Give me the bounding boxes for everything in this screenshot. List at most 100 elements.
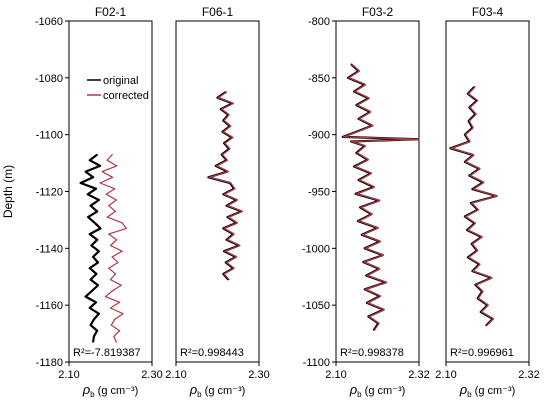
- y-tick-label: -1120: [36, 187, 63, 199]
- plot-frame: [445, 20, 530, 363]
- data-point-original: [223, 142, 225, 144]
- y-tick-label: -1060: [35, 16, 63, 28]
- data-point-original: [220, 108, 222, 110]
- data-point-corrected: [342, 136, 345, 138]
- data-point-original: [96, 154, 98, 156]
- data-point-original: [96, 330, 98, 332]
- data-point-corrected: [468, 256, 470, 258]
- data-point-corrected: [112, 176, 114, 178]
- data-point-corrected: [479, 263, 481, 265]
- y-tick-label: -1080: [35, 73, 63, 85]
- data-point-corrected: [119, 301, 121, 303]
- data-point-original: [223, 250, 225, 252]
- data-point-original: [99, 227, 102, 229]
- data-point-corrected: [119, 330, 121, 332]
- data-point-corrected: [367, 159, 369, 161]
- data-point-corrected: [469, 175, 471, 177]
- data-point-corrected: [465, 161, 467, 163]
- data-point-corrected: [469, 106, 471, 108]
- data-point-corrected: [106, 216, 108, 218]
- data-point-corrected: [224, 142, 226, 144]
- data-point-corrected: [99, 182, 101, 184]
- data-point-corrected: [223, 227, 225, 229]
- data-point-corrected: [471, 243, 473, 245]
- data-point-original: [90, 279, 92, 281]
- data-point-corrected: [110, 324, 112, 326]
- data-point-corrected: [363, 261, 365, 263]
- data-point-corrected: [477, 297, 479, 299]
- data-point-corrected: [114, 188, 116, 190]
- data-point-corrected: [222, 131, 224, 133]
- data-point-corrected: [233, 233, 235, 235]
- y-tick-label: -1050: [302, 300, 330, 312]
- data-point-corrected: [475, 113, 477, 115]
- r2-label: R²=0.998443: [180, 347, 244, 359]
- data-point-corrected: [366, 275, 368, 277]
- data-point-corrected: [361, 234, 363, 236]
- data-point-corrected: [471, 202, 473, 204]
- data-point-corrected: [109, 244, 112, 247]
- panel-3: F03-2 -800 -850 -900 -950 -1000 -1050 -11002.10…: [302, 5, 430, 399]
- x-axis-unit: (g cm⁻³): [362, 385, 406, 397]
- data-point-original: [96, 210, 98, 212]
- series-corrected: [450, 86, 498, 327]
- data-point-corrected: [233, 267, 235, 269]
- data-point-corrected: [370, 111, 372, 113]
- data-point-corrected: [472, 127, 474, 129]
- data-point-corrected: [111, 154, 113, 156]
- data-point-corrected: [373, 329, 376, 331]
- data-point-corrected: [364, 145, 366, 147]
- data-point-corrected: [228, 114, 230, 116]
- data-point-corrected: [114, 273, 117, 275]
- data-point-corrected: [108, 205, 110, 207]
- x-axis-unit: (g cm⁻³): [95, 385, 139, 397]
- data-point-original: [97, 261, 99, 264]
- data-point-corrected: [216, 165, 218, 167]
- data-point-corrected: [115, 199, 117, 201]
- x-axis-subscript: b: [90, 390, 95, 399]
- data-point-corrected: [418, 138, 420, 140]
- data-point-original: [215, 165, 217, 167]
- data-point-corrected: [472, 188, 474, 190]
- x-axis-subscript: b: [357, 390, 362, 399]
- data-point-corrected: [469, 140, 471, 143]
- data-point-corrected: [111, 290, 113, 292]
- data-point-corrected: [108, 267, 110, 269]
- data-point-corrected: [109, 279, 112, 281]
- data-point-original: [80, 182, 82, 184]
- data-point-corrected: [364, 247, 366, 249]
- data-point-corrected: [226, 159, 229, 161]
- data-point-corrected: [382, 254, 385, 256]
- data-point-original: [95, 301, 97, 303]
- data-point-corrected: [465, 215, 467, 218]
- data-point-corrected: [351, 63, 353, 65]
- y-tick-label: -1180: [36, 357, 63, 369]
- data-point-corrected: [115, 341, 117, 343]
- data-point-corrected: [483, 181, 485, 183]
- data-point-corrected: [117, 261, 119, 264]
- x-axis-symbol: ρ: [459, 382, 468, 397]
- data-point-corrected: [371, 213, 373, 215]
- data-point-corrected: [368, 315, 370, 318]
- data-point-corrected: [356, 152, 358, 154]
- y-tick-label: -1160: [36, 300, 63, 312]
- data-point-corrected: [379, 240, 382, 243]
- data-point-original: [89, 267, 91, 269]
- data-point-corrected: [356, 104, 358, 106]
- data-point-corrected: [477, 250, 479, 252]
- data-point-corrected: [125, 227, 127, 229]
- data-point-original: [90, 244, 92, 247]
- data-point-corrected: [367, 302, 369, 304]
- data-point-corrected: [223, 273, 225, 275]
- data-point-corrected: [468, 93, 470, 95]
- data-point-corrected: [474, 222, 476, 224]
- series-original: [79, 153, 102, 343]
- data-point-corrected: [481, 236, 483, 238]
- data-point-corrected: [101, 171, 103, 173]
- x-axis-label: ρb (g cm⁻³): [349, 382, 406, 399]
- data-point-original: [93, 318, 95, 320]
- data-point-original: [226, 239, 228, 241]
